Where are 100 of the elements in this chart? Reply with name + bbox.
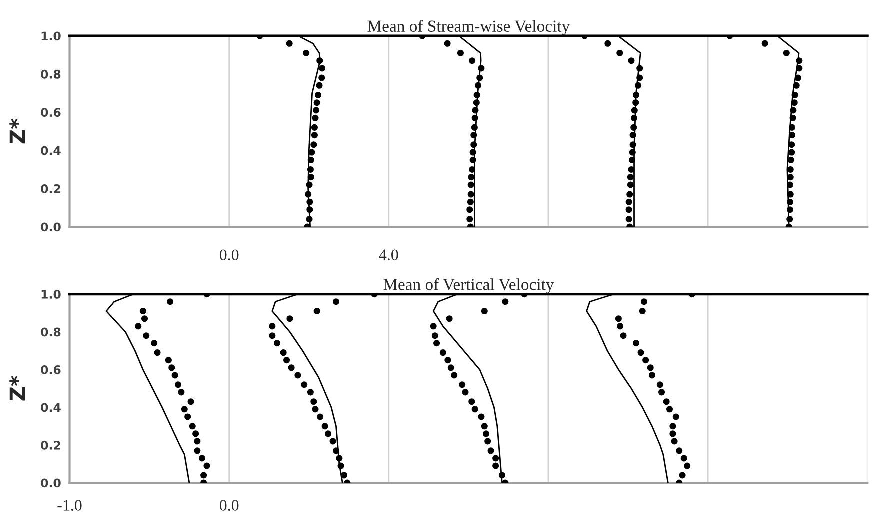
y-tick-label: 1.0 — [42, 290, 61, 299]
point — [469, 166, 476, 173]
point — [307, 166, 314, 173]
point — [676, 448, 683, 454]
point — [472, 114, 478, 122]
point — [786, 216, 794, 223]
point — [310, 398, 318, 406]
point — [168, 364, 176, 372]
point — [316, 82, 323, 89]
y-tick-label: 0.4 — [41, 403, 61, 412]
point — [470, 149, 476, 156]
point — [471, 124, 478, 131]
point — [308, 156, 314, 164]
point — [783, 50, 790, 56]
point — [629, 156, 636, 164]
point — [786, 198, 794, 206]
point — [269, 332, 276, 340]
y-tick-label: 0.8 — [41, 70, 61, 79]
point — [636, 74, 644, 82]
point — [481, 308, 488, 315]
point — [484, 438, 492, 445]
point — [615, 316, 622, 322]
point — [498, 472, 506, 479]
point — [647, 364, 654, 372]
point — [466, 206, 474, 214]
point — [340, 472, 348, 479]
point — [474, 92, 480, 98]
point — [316, 58, 324, 64]
point — [332, 298, 340, 306]
y-tick-label: 0.0 — [41, 478, 61, 488]
point — [786, 206, 794, 214]
point — [140, 308, 146, 315]
point — [154, 350, 161, 356]
point — [472, 107, 479, 114]
point — [488, 448, 494, 454]
y-tick-label: 0.2 — [41, 440, 60, 450]
point — [627, 182, 634, 188]
y-tick-label: 0.4 — [41, 146, 61, 156]
point — [444, 40, 451, 47]
point — [308, 174, 314, 181]
point — [632, 92, 640, 98]
point — [468, 398, 476, 406]
point — [788, 124, 796, 131]
point — [634, 82, 642, 89]
y-axis-title: Z* — [10, 118, 26, 144]
point — [629, 149, 636, 156]
y-tick-label: 0.8 — [41, 328, 61, 337]
point — [307, 389, 314, 396]
point — [478, 414, 485, 420]
point — [790, 107, 797, 114]
point — [319, 65, 326, 72]
point — [628, 166, 635, 173]
point — [620, 332, 627, 340]
point — [492, 455, 500, 462]
point — [791, 100, 798, 106]
point — [280, 350, 287, 356]
point — [462, 389, 469, 396]
point — [502, 298, 509, 306]
point — [656, 382, 664, 388]
x-tick-label: 4.0 — [379, 250, 398, 261]
point — [658, 389, 666, 396]
point — [467, 198, 474, 206]
point — [189, 423, 196, 430]
point — [306, 206, 314, 214]
point — [762, 40, 768, 47]
point — [430, 323, 437, 330]
point — [306, 198, 314, 206]
point — [318, 74, 326, 82]
point — [192, 430, 200, 438]
x-tick-label: -1.0 — [58, 500, 82, 511]
point — [306, 216, 313, 223]
point — [787, 191, 794, 198]
point — [482, 430, 490, 438]
point — [670, 430, 676, 438]
point — [630, 132, 636, 139]
point — [448, 364, 454, 372]
point — [332, 448, 340, 454]
point — [470, 156, 476, 164]
point — [314, 100, 320, 106]
point — [604, 40, 612, 47]
point — [796, 58, 803, 64]
point — [286, 40, 293, 47]
point — [165, 357, 172, 364]
point — [198, 455, 206, 462]
point — [796, 65, 803, 72]
point — [627, 174, 634, 181]
point — [636, 65, 644, 72]
point — [315, 92, 322, 98]
point — [672, 414, 680, 420]
point — [181, 406, 188, 413]
point — [305, 191, 312, 198]
point — [274, 340, 280, 347]
point — [790, 114, 796, 122]
point — [626, 216, 632, 223]
point — [632, 100, 640, 106]
point — [640, 298, 648, 306]
point — [440, 350, 446, 356]
point — [322, 423, 328, 430]
point — [142, 316, 148, 322]
point — [630, 124, 638, 131]
